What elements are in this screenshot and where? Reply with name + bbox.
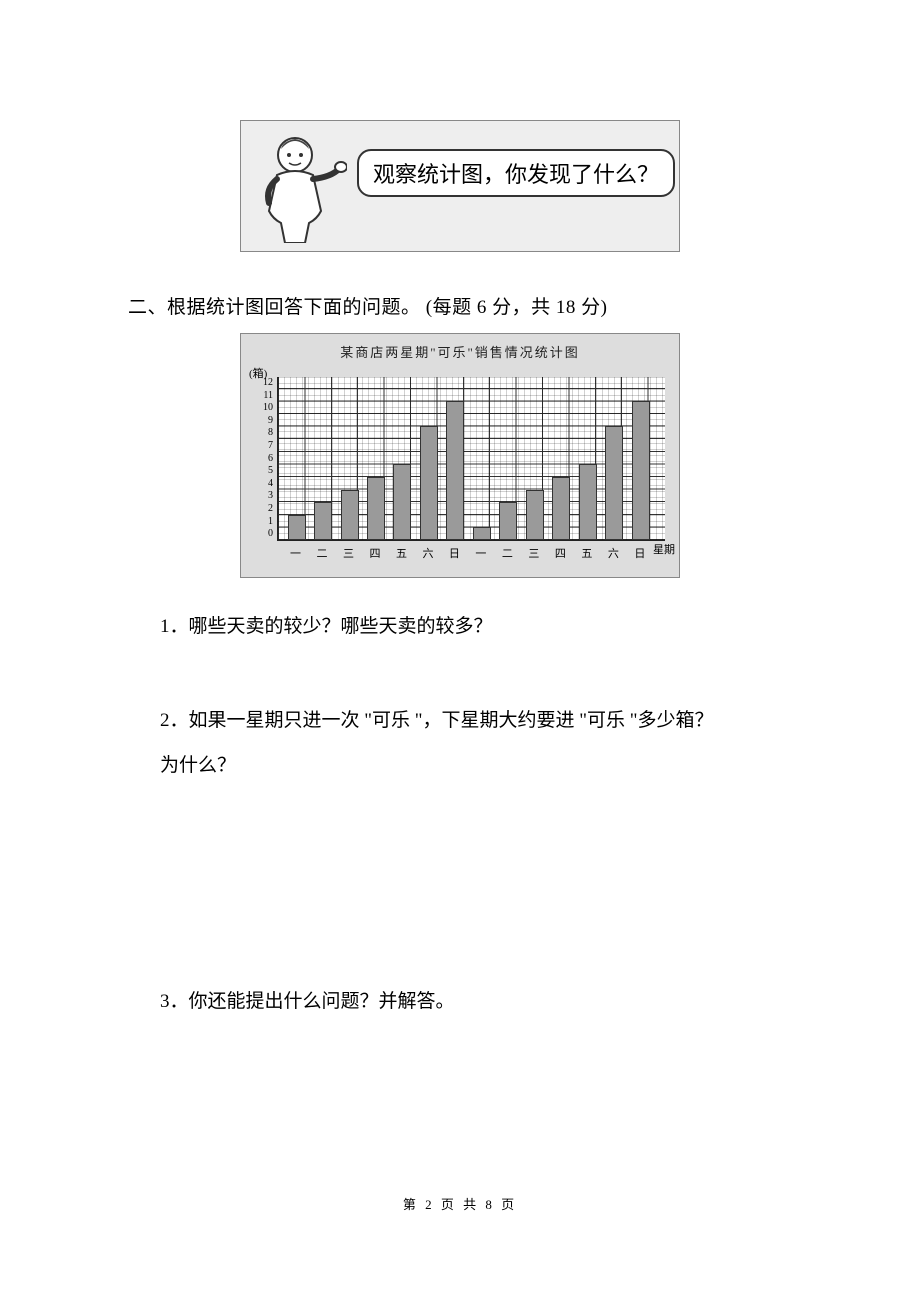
chart-bar: [526, 490, 544, 540]
chart-bar: [473, 527, 491, 540]
chart-plot-area: [277, 377, 665, 541]
x-tick-label: 二: [502, 545, 513, 561]
x-tick-label: 一: [475, 545, 486, 561]
chart-bar: [499, 502, 517, 540]
x-tick-label: 三: [528, 545, 539, 561]
x-tick-label: 六: [608, 545, 619, 561]
y-tick-label: 6: [251, 453, 273, 466]
bar-chart-figure: 某商店两星期"可乐"销售情况统计图 (箱) 1211109876543210 一…: [240, 333, 680, 578]
y-tick-label: 11: [251, 390, 273, 403]
chart-bar: [579, 464, 597, 540]
x-axis-labels: 一二三四五六日一二三四五六日: [277, 545, 665, 559]
chart-bar: [367, 477, 385, 540]
x-tick-label: 五: [581, 545, 592, 561]
chart-bar: [446, 401, 464, 540]
chart-bar: [605, 426, 623, 540]
question-3: 3．你还能提出什么问题？并解答。: [160, 979, 790, 1025]
x-tick-label: 日: [634, 545, 645, 561]
x-tick-label: 五: [396, 545, 407, 561]
y-tick-label: 10: [251, 402, 273, 415]
question-1: 1．哪些天卖的较少？哪些天卖的较多？: [160, 604, 790, 650]
chart-area: (箱) 1211109876543210 一二三四五六日一二三四五六日 星期: [251, 367, 669, 567]
question-2: 2．如果一星期只进一次 "可乐 "，下星期大约要进 "可乐 "多少箱？ 为什么？: [160, 698, 790, 789]
chart-bar: [341, 490, 359, 540]
y-tick-label: 1: [251, 516, 273, 529]
question-2-line1: 2．如果一星期只进一次 "可乐 "，下星期大约要进 "可乐 "多少箱？: [160, 698, 790, 744]
speech-bubble-text: 观察统计图，你发现了什么？: [373, 162, 659, 187]
x-tick-label: 二: [317, 545, 328, 561]
chart-bar: [288, 515, 306, 540]
document-page: 观察统计图，你发现了什么？ 二、根据统计图回答下面的问题。 (每题 6 分，共 …: [0, 0, 920, 1303]
chart-bar: [420, 426, 438, 540]
x-tick-label: 四: [369, 545, 380, 561]
y-tick-label: 8: [251, 427, 273, 440]
x-tick-label: 四: [555, 545, 566, 561]
page-footer: 第 2 页 共 8 页: [0, 1194, 920, 1213]
y-tick-label: 2: [251, 503, 273, 516]
y-tick-label: 7: [251, 440, 273, 453]
x-axis-unit: 星期: [653, 541, 675, 557]
x-tick-label: 三: [343, 545, 354, 561]
chart-bar: [393, 464, 411, 540]
y-tick-label: 9: [251, 415, 273, 428]
y-tick-label: 5: [251, 465, 273, 478]
question-2-line2: 为什么？: [160, 743, 790, 789]
y-tick-label: 3: [251, 490, 273, 503]
section-2-heading: 二、根据统计图回答下面的问题。 (每题 6 分，共 18 分): [128, 292, 920, 319]
y-tick-label: 12: [251, 377, 273, 390]
y-tick-label: 0: [251, 528, 273, 541]
chart-bar: [632, 401, 650, 540]
speech-bubble: 观察统计图，你发现了什么？: [357, 149, 675, 197]
chart-bar: [552, 477, 570, 540]
x-tick-label: 六: [422, 545, 433, 561]
illustration-box: 观察统计图，你发现了什么？: [240, 120, 680, 252]
x-tick-label: 一: [290, 545, 301, 561]
chart-title: 某商店两星期"可乐"销售情况统计图: [251, 342, 669, 361]
chart-bar: [314, 502, 332, 540]
y-axis-labels: 1211109876543210: [251, 377, 273, 541]
cartoon-person-icon: [257, 133, 347, 243]
y-tick-label: 4: [251, 478, 273, 491]
x-tick-label: 日: [449, 545, 460, 561]
